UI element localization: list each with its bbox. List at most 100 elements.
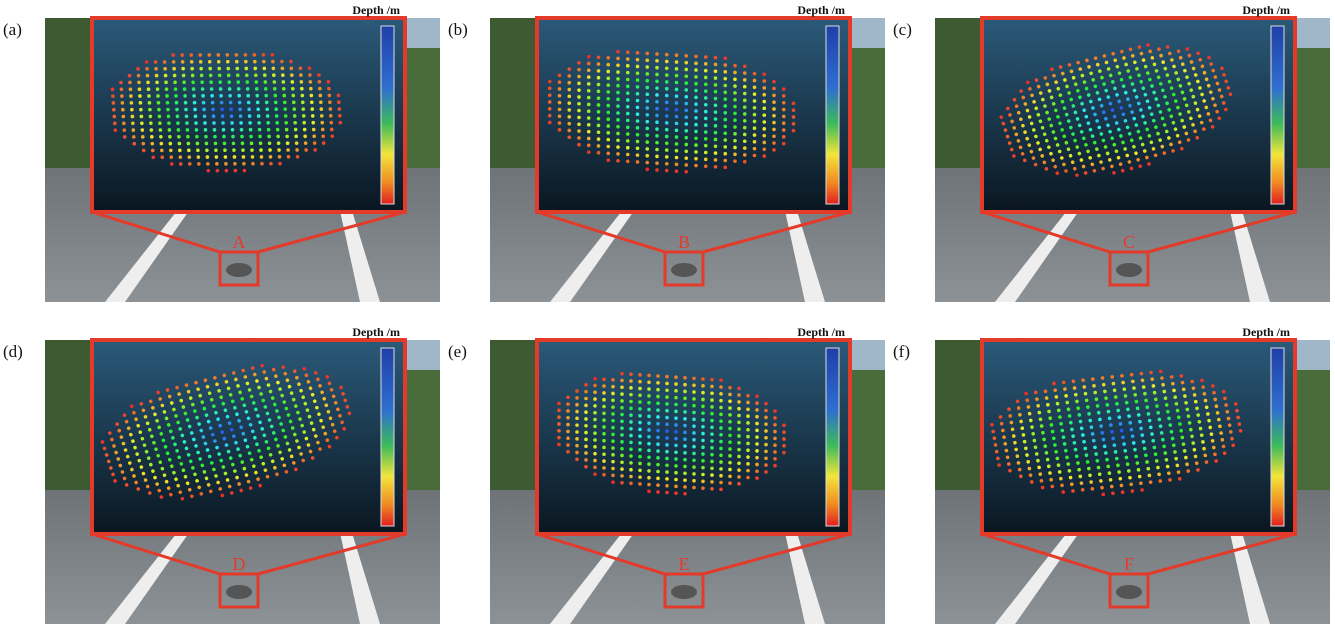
cloud-point bbox=[577, 75, 581, 79]
cloud-point bbox=[566, 443, 570, 447]
cloud-point bbox=[692, 404, 696, 408]
cloud-point bbox=[629, 434, 633, 438]
cloud-point bbox=[764, 429, 768, 433]
cloud-point bbox=[655, 114, 659, 118]
cloud-point bbox=[620, 399, 624, 403]
cloud-point bbox=[558, 108, 562, 112]
cloud-point bbox=[675, 60, 679, 64]
pothole bbox=[1116, 263, 1142, 277]
cloud-point bbox=[704, 158, 708, 162]
cloud-point bbox=[674, 389, 678, 393]
cloud-point bbox=[737, 468, 741, 472]
cloud-point bbox=[701, 459, 705, 463]
cloud-point bbox=[629, 441, 633, 445]
cloud-point bbox=[743, 126, 747, 130]
cloud-point bbox=[597, 69, 601, 73]
cloud-point bbox=[665, 87, 669, 91]
cloud-point bbox=[626, 153, 630, 157]
cloud-point bbox=[647, 401, 651, 405]
cloud-point bbox=[647, 374, 651, 378]
cloud-point bbox=[701, 425, 705, 429]
cloud-point bbox=[714, 83, 718, 87]
cloud-point bbox=[692, 486, 696, 490]
cloud-point bbox=[714, 76, 718, 80]
cloud-point bbox=[773, 437, 777, 441]
cloud-point bbox=[584, 438, 588, 442]
cloud-point bbox=[636, 51, 640, 55]
cloud-point bbox=[567, 67, 571, 71]
cloud-point bbox=[626, 71, 630, 75]
cloud-point bbox=[665, 375, 669, 379]
cloud-point bbox=[665, 135, 669, 139]
cloud-point bbox=[636, 140, 640, 144]
cloud-point bbox=[701, 377, 705, 381]
cloud-point bbox=[762, 127, 766, 131]
cloud-point bbox=[616, 91, 620, 95]
cloud-point bbox=[704, 123, 708, 127]
cloud-point bbox=[616, 132, 620, 136]
cloud-point bbox=[704, 110, 708, 114]
cloud-point bbox=[694, 68, 698, 72]
pothole bbox=[226, 263, 252, 277]
cloud-point bbox=[746, 401, 750, 405]
cloud-point bbox=[656, 456, 660, 460]
cloud-point bbox=[597, 96, 601, 100]
cloud-point bbox=[655, 52, 659, 56]
cloud-point bbox=[755, 401, 759, 405]
cloud-point bbox=[683, 403, 687, 407]
cloud-point bbox=[710, 426, 714, 430]
cloud-point bbox=[629, 454, 633, 458]
cloud-point bbox=[647, 469, 651, 473]
cloud-point bbox=[575, 403, 579, 407]
cloud-point bbox=[665, 395, 669, 399]
cloud-point bbox=[692, 424, 696, 428]
cloud-point bbox=[593, 411, 597, 415]
cloud-point bbox=[684, 109, 688, 113]
cloud-point bbox=[737, 475, 741, 479]
cloud-point bbox=[626, 112, 630, 116]
cloud-point bbox=[753, 133, 757, 137]
cloud-point bbox=[611, 474, 615, 478]
marker-label: F bbox=[1124, 554, 1134, 574]
cloud-point bbox=[626, 146, 630, 150]
cloud-point bbox=[584, 424, 588, 428]
cloud-point bbox=[728, 447, 732, 451]
cloud-point bbox=[616, 111, 620, 115]
cloud-point bbox=[692, 479, 696, 483]
cloud-point bbox=[743, 153, 747, 157]
cloud-point bbox=[755, 394, 759, 398]
cloud-point bbox=[606, 111, 610, 115]
cloud-point bbox=[704, 55, 708, 59]
cloud-point bbox=[655, 148, 659, 152]
cloud-point bbox=[647, 435, 651, 439]
cloud-point bbox=[557, 436, 561, 440]
cloud-point bbox=[746, 421, 750, 425]
cloud-point bbox=[723, 166, 727, 170]
cloud-point bbox=[723, 70, 727, 74]
cloud-point bbox=[665, 80, 669, 84]
cloud-point bbox=[737, 461, 741, 465]
cloud-point bbox=[723, 91, 727, 95]
cloud-point bbox=[683, 444, 687, 448]
cloud-point bbox=[704, 62, 708, 66]
cloud-point bbox=[665, 423, 669, 427]
cloud-point bbox=[737, 455, 741, 459]
cloud-point bbox=[597, 55, 601, 59]
cloud-point bbox=[577, 136, 581, 140]
cloud-point bbox=[611, 399, 615, 403]
cloud-point bbox=[567, 74, 571, 78]
cloud-point bbox=[584, 397, 588, 401]
cloud-point bbox=[733, 71, 737, 75]
cloud-point bbox=[626, 98, 630, 102]
cloud-point bbox=[684, 129, 688, 133]
cloud-point bbox=[645, 154, 649, 158]
cloud-point bbox=[566, 436, 570, 440]
cloud-point bbox=[701, 486, 705, 490]
cloud-point bbox=[584, 390, 588, 394]
cloud-point bbox=[638, 469, 642, 473]
cloud-point bbox=[566, 409, 570, 413]
cloud-point bbox=[548, 121, 552, 125]
cloud-point bbox=[704, 89, 708, 93]
cloud-point bbox=[616, 104, 620, 108]
cloud-point bbox=[792, 102, 796, 106]
